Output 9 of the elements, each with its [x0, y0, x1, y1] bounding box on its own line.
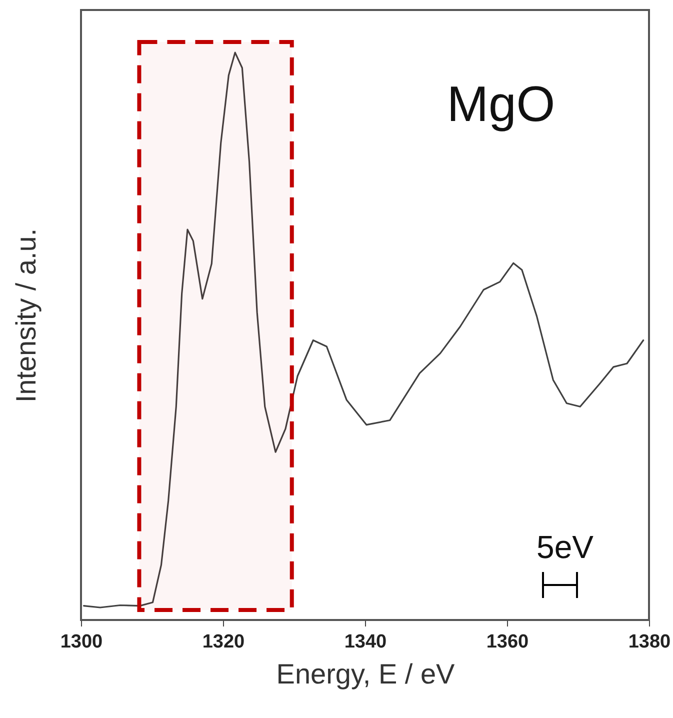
- x-tick-label: 1320: [202, 632, 245, 652]
- annotation: 5eV: [536, 529, 594, 565]
- x-tick-label: 1300: [60, 632, 103, 652]
- annotation: MgO: [446, 76, 556, 132]
- x-tick-label: 1340: [344, 632, 387, 652]
- x-axis-title: Energy, E / eV: [276, 658, 456, 690]
- y-axis-title: Intensity / a.u.: [10, 228, 42, 403]
- x-tick-label: 1360: [486, 632, 529, 652]
- x-tick-label: 1380: [628, 632, 671, 652]
